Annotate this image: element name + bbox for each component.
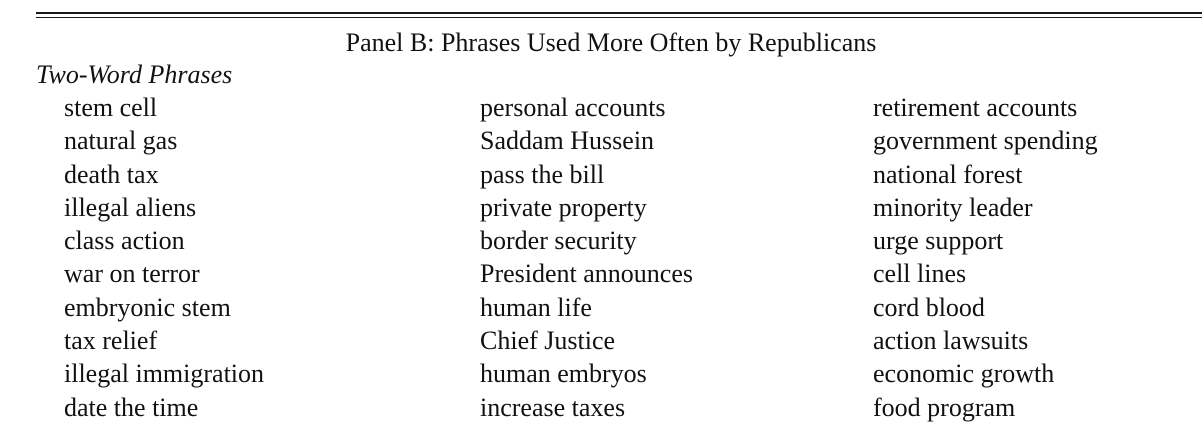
phrase-item: illegal aliens (64, 192, 197, 222)
phrase-item: government spending (873, 126, 1098, 156)
phrase-item: action lawsuits (873, 326, 1029, 356)
panel-title: Panel B: Phrases Used More Often by Repu… (345, 28, 877, 57)
phrase-item: death tax (64, 159, 159, 189)
phrase-column-2: personal accounts Saddam Hussein pass the … (480, 91, 693, 424)
phrase-item: retirement accounts (873, 93, 1078, 122)
phrase-item: pass the bill (480, 159, 605, 189)
phrase-item: increase taxes (480, 392, 626, 422)
phrase-item: human life (480, 292, 592, 322)
phrase-item: tax relief (64, 326, 158, 356)
phrase-item: class action (64, 226, 185, 256)
phrase-item: embryonic stem (64, 292, 231, 322)
phrase-item: cord blood (873, 292, 985, 322)
phrase-item: private property (480, 192, 647, 222)
phrase-item: personal accounts (480, 93, 666, 122)
phrase-column-1: stem cell natural gas death tax illegal ali… (64, 91, 264, 424)
phrase-item: Chief Justice (480, 326, 616, 356)
phrase-item: urge support (873, 226, 1004, 256)
phrase-item: food program (873, 392, 1016, 422)
section-heading: Two-Word Phrases (36, 60, 233, 89)
phrase-item: stem cell (64, 93, 158, 122)
phrase-item: war on terror (64, 259, 200, 289)
phrase-column-3: retirement accounts government spending na… (873, 91, 1098, 424)
top-double-rule-upper (36, 12, 1202, 14)
phrase-item: natural gas (64, 126, 178, 156)
phrase-item: border security (480, 226, 637, 256)
phrase-item: date the time (64, 392, 199, 422)
phrase-item: minority leader (873, 192, 1033, 222)
phrase-item: Saddam Hussein (480, 126, 655, 156)
top-double-rule-lower (36, 17, 1202, 18)
phrase-item: President announces (480, 259, 694, 289)
phrase-item: economic growth (873, 359, 1055, 389)
phrase-item: cell lines (873, 259, 967, 289)
phrase-item: human embryos (480, 359, 647, 389)
phrase-item: illegal immigration (64, 359, 265, 389)
phrase-item: national forest (873, 159, 1023, 189)
